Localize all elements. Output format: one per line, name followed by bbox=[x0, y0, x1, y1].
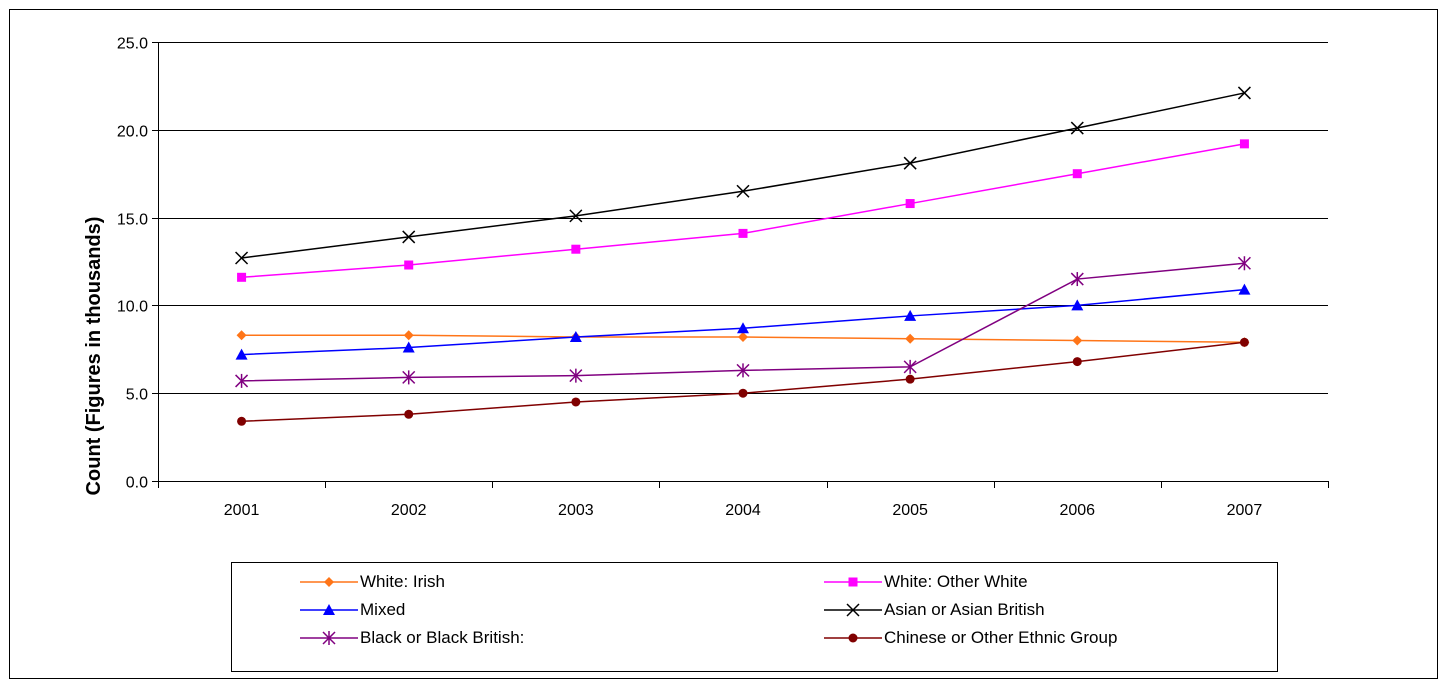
data-point bbox=[403, 330, 414, 341]
y-axis-label: Count (Figures in thousands) bbox=[83, 217, 105, 496]
y-tick-label: 0.0 bbox=[126, 475, 148, 492]
data-point bbox=[404, 260, 414, 270]
data-point bbox=[402, 341, 415, 353]
data-point bbox=[404, 409, 414, 419]
data-point bbox=[569, 368, 583, 383]
data-point bbox=[237, 272, 247, 282]
legend-swatch bbox=[824, 603, 882, 617]
gridlines bbox=[158, 42, 1328, 394]
data-point bbox=[903, 359, 917, 374]
data-point bbox=[905, 374, 915, 384]
data-point bbox=[235, 251, 249, 265]
legend-item: Mixed bbox=[300, 597, 405, 623]
data-point bbox=[738, 228, 748, 238]
series-line bbox=[241, 143, 1245, 279]
series-line bbox=[241, 262, 1245, 382]
x-tick-label: 2007 bbox=[1227, 502, 1263, 519]
series-group bbox=[235, 86, 1251, 426]
series-asian-or-asian-british bbox=[235, 86, 1251, 265]
legend-item: Asian or Asian British bbox=[824, 597, 1045, 623]
legend-marker bbox=[324, 577, 334, 587]
y-tick-label: 25.0 bbox=[117, 36, 148, 53]
series-black-or-black-british bbox=[235, 256, 1251, 388]
legend-swatch bbox=[300, 604, 358, 615]
series-mixed bbox=[235, 283, 1251, 360]
data-point bbox=[905, 333, 916, 344]
legend-label: Black or Black British: bbox=[360, 628, 525, 647]
data-point bbox=[402, 370, 416, 385]
data-point bbox=[571, 244, 581, 254]
legend-label: Chinese or Other Ethnic Group bbox=[884, 628, 1118, 647]
legend-label: Asian or Asian British bbox=[884, 600, 1045, 619]
data-point bbox=[571, 397, 581, 407]
data-point bbox=[737, 322, 749, 334]
legend-label: White: Other White bbox=[884, 572, 1028, 591]
x-tick-label: 2002 bbox=[391, 502, 427, 519]
legend-swatch bbox=[300, 577, 358, 587]
legend: White: Irish White: Other White Mixed Asian… bbox=[231, 562, 1278, 672]
legend-marker bbox=[848, 577, 858, 587]
data-point bbox=[736, 363, 750, 378]
legend-marker bbox=[322, 631, 336, 645]
axes: 0.0 5.0 10.0 15.0 20.0 25.0 2001 2002 2003 2004 20… bbox=[117, 36, 1329, 519]
data-point bbox=[903, 156, 917, 170]
legend-label: Mixed bbox=[360, 600, 406, 619]
legend-marker bbox=[323, 604, 335, 615]
data-point bbox=[1070, 272, 1084, 287]
data-point bbox=[1072, 357, 1082, 367]
series-line bbox=[241, 288, 1245, 356]
y-tick-label: 15.0 bbox=[117, 212, 148, 229]
x-tick-label: 2005 bbox=[892, 502, 928, 519]
legend-item: White: Other White bbox=[824, 569, 1028, 595]
data-point bbox=[1072, 335, 1083, 346]
legend-marker bbox=[846, 603, 860, 617]
data-point bbox=[1072, 169, 1082, 179]
data-point bbox=[569, 209, 583, 223]
data-point bbox=[1239, 337, 1249, 347]
legend-label: White: Irish bbox=[360, 572, 446, 591]
legend-item: White: Irish bbox=[300, 569, 445, 595]
legend-item: Chinese or Other Ethnic Group bbox=[824, 625, 1117, 651]
data-point bbox=[569, 331, 582, 343]
data-point bbox=[235, 373, 249, 388]
x-tick-label: 2006 bbox=[1059, 502, 1095, 519]
y-tick-label: 5.0 bbox=[126, 387, 148, 404]
data-point bbox=[736, 184, 750, 198]
legend-marker bbox=[848, 633, 858, 643]
line-chart: 0.0 5.0 10.0 15.0 20.0 25.0 2001 2002 2003 2004 20… bbox=[83, 36, 1329, 519]
data-point bbox=[235, 348, 248, 360]
data-point bbox=[237, 416, 247, 426]
data-point bbox=[1239, 139, 1249, 149]
data-point bbox=[1238, 283, 1251, 295]
y-tick-label: 10.0 bbox=[117, 299, 148, 316]
data-point bbox=[1070, 121, 1084, 135]
data-point bbox=[1237, 256, 1251, 271]
data-point bbox=[738, 332, 748, 343]
data-point bbox=[904, 309, 917, 321]
y-tick-label: 20.0 bbox=[117, 124, 148, 141]
series-white-other-white bbox=[237, 139, 1249, 282]
data-point bbox=[905, 199, 915, 209]
x-tick-label: 2001 bbox=[224, 502, 260, 519]
legend-swatch bbox=[824, 633, 882, 643]
legend-item: Black or Black British: bbox=[300, 625, 524, 651]
series-line bbox=[241, 341, 1245, 423]
legend-swatch bbox=[824, 577, 882, 587]
x-tick-label: 2004 bbox=[725, 502, 761, 519]
data-point bbox=[236, 330, 247, 341]
x-tick-label: 2003 bbox=[558, 502, 594, 519]
data-point bbox=[1237, 86, 1251, 100]
legend-swatch bbox=[300, 631, 358, 645]
data-point bbox=[1071, 299, 1084, 311]
data-point bbox=[402, 230, 416, 244]
data-point bbox=[738, 388, 748, 398]
series-chinese-or-other-ethnic-group bbox=[237, 337, 1249, 426]
